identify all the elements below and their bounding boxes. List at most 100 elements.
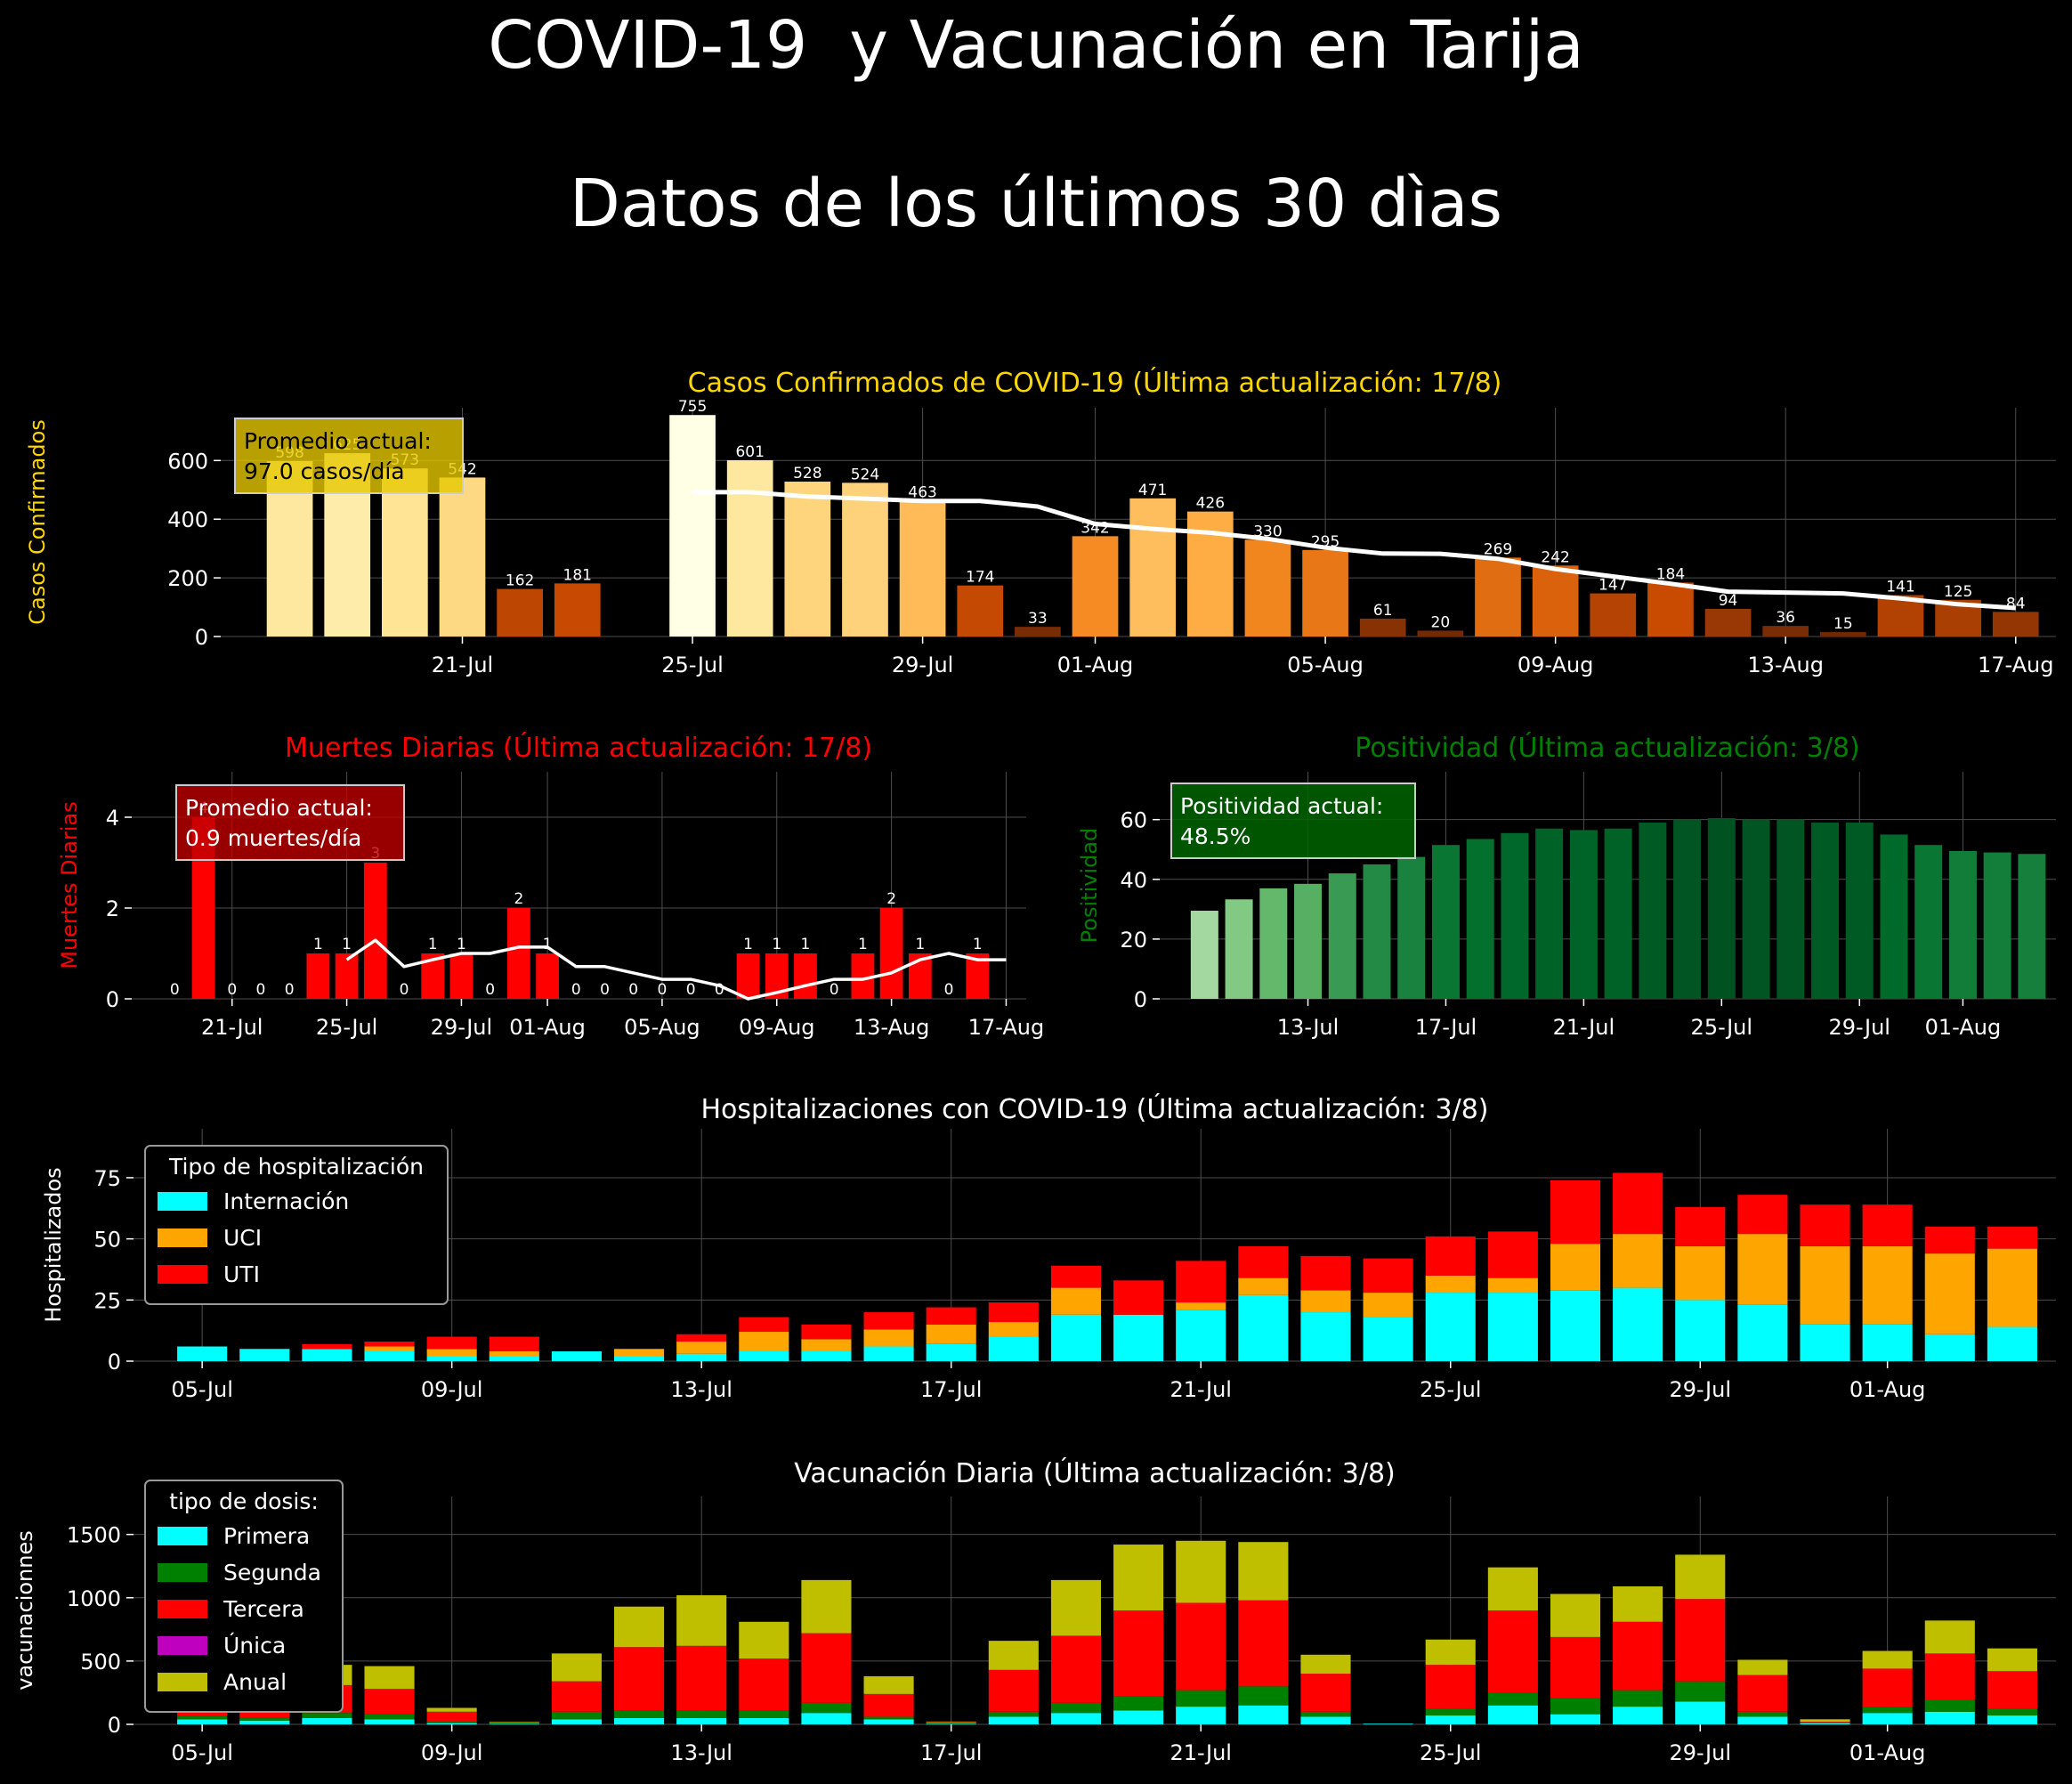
positivity-bar — [1294, 883, 1323, 999]
hospital-bar-segment — [1363, 1293, 1413, 1318]
hospital-bar-segment — [1987, 1326, 2037, 1361]
vaccination-bar-segment — [988, 1641, 1039, 1670]
vaccination-legend-swatch — [158, 1673, 207, 1691]
deaths-bar-label: 1 — [772, 936, 781, 953]
deaths-bar — [879, 908, 903, 999]
cases-bar — [439, 477, 486, 637]
deaths-bar-label: 0 — [571, 981, 581, 999]
hospital-bar-segment — [676, 1353, 727, 1361]
deaths-bar-label: 1 — [801, 936, 811, 953]
vaccination-bar-segment — [1050, 1713, 1102, 1724]
vaccination-bar-segment — [1176, 1707, 1226, 1724]
vaccination-xtick-label: 29-Jul — [1670, 1740, 1732, 1765]
hospital-bar-segment — [1613, 1234, 1663, 1288]
positivity-bar — [1639, 823, 1667, 999]
hospital-bar-segment — [1425, 1236, 1476, 1276]
positivity-bar — [1569, 830, 1598, 999]
hospital-bar-segment — [801, 1351, 852, 1361]
vaccination-bar-segment — [988, 1711, 1039, 1717]
vaccination-bar-segment — [614, 1647, 665, 1711]
cases-annotation-text: 97.0 casos/día — [244, 458, 405, 484]
vaccination-bar-segment — [1675, 1599, 1726, 1682]
vaccination-bar-segment — [1176, 1690, 1226, 1707]
vaccination-bar-segment — [614, 1717, 665, 1724]
cases-bar — [497, 588, 543, 637]
vaccination-bar-segment — [1987, 1715, 2037, 1724]
vaccination-bar-segment — [1800, 1723, 1850, 1724]
cases-bar-label: 141 — [1886, 579, 1914, 596]
cases-bar — [784, 482, 831, 637]
deaths-bar-label: 2 — [514, 890, 523, 908]
vaccination-bar-segment — [1737, 1716, 1788, 1724]
vaccination-bar-segment — [739, 1717, 789, 1724]
deaths-bar — [536, 953, 559, 999]
vaccination-bar-segment — [1613, 1707, 1663, 1724]
positivity-ytick-label: 20 — [1120, 928, 1147, 953]
cases-bar — [726, 459, 773, 637]
positivity-xtick-label: 29-Jul — [1828, 1015, 1890, 1040]
cases-bar — [1532, 565, 1579, 637]
deaths-bar-label: 0 — [600, 981, 610, 999]
vaccination-bar-segment — [1924, 1699, 1975, 1712]
hospital-bar-segment — [302, 1343, 352, 1350]
vaccination-legend-label: Anual — [223, 1669, 287, 1695]
hospital-bar-segment — [1737, 1195, 1788, 1235]
hospital-legend-label: UTI — [223, 1261, 260, 1287]
deaths-bar — [335, 953, 359, 999]
deaths-bar-label: 0 — [485, 981, 495, 999]
hospital-bar-segment — [1550, 1290, 1601, 1361]
cases-bar-label: 84 — [2006, 595, 2026, 612]
deaths-bar — [736, 953, 760, 999]
vaccination-ytick-label: 500 — [80, 1650, 121, 1675]
vaccination-bar-segment — [1238, 1542, 1289, 1601]
cases-bar — [1244, 539, 1291, 637]
vaccination-bar-segment — [1425, 1715, 1476, 1724]
hospital-bar-segment — [1487, 1293, 1538, 1361]
vaccination-bar-segment — [1987, 1671, 2037, 1709]
hospital-bar-segment — [739, 1332, 789, 1352]
vaccination-bar-segment — [1613, 1585, 1663, 1622]
vaccination-bar-segment — [614, 1606, 665, 1648]
deaths-bar — [449, 953, 473, 999]
deaths-ytick-label: 4 — [106, 806, 119, 831]
cases-bar-label: 33 — [1028, 610, 1048, 628]
vaccination-bar-segment — [1300, 1674, 1351, 1712]
positivity-xtick-label: 01-Aug — [1925, 1015, 2002, 1040]
deaths-bar-label: 0 — [944, 981, 954, 999]
positivity-bar — [1707, 818, 1736, 999]
vaccination-bar-segment — [1613, 1690, 1663, 1707]
hospital-ylabel: Hospitalizados — [41, 1167, 66, 1322]
deaths-bar-label: 1 — [457, 936, 466, 953]
hospital-bar-segment — [1987, 1248, 2037, 1327]
cases-bar-label: 242 — [1541, 548, 1569, 566]
cases-bar — [1129, 498, 1177, 637]
vaccination-bar-segment — [489, 1723, 539, 1724]
deaths-xtick-label: 25-Jul — [316, 1015, 378, 1040]
deaths-bar-label: 1 — [543, 936, 553, 953]
vaccination-bar-segment — [364, 1714, 415, 1720]
cases-bar — [1359, 618, 1406, 637]
positivity-bar — [1397, 856, 1426, 999]
vaccination-bar-segment — [489, 1722, 539, 1723]
vaccination-legend-label: Única — [223, 1632, 286, 1658]
cases-ytick-label: 0 — [195, 625, 208, 650]
figure-subtitle: Datos de los últimos 30 dìas — [569, 166, 1503, 242]
vaccination-bar-segment — [1550, 1636, 1601, 1699]
positivity-xtick-label: 25-Jul — [1691, 1015, 1753, 1040]
hospital-bar-segment — [551, 1351, 602, 1361]
cases-xtick-label: 29-Jul — [892, 653, 954, 677]
hospital-bar-segment — [364, 1342, 415, 1347]
vaccination-bar-segment — [1363, 1723, 1413, 1724]
deaths-average-line — [345, 938, 1007, 1001]
cases-bar — [1762, 626, 1809, 637]
vaccination-bar-segment — [239, 1720, 290, 1724]
hospital-bar-segment — [1924, 1334, 1975, 1361]
hospital-bar-segment — [489, 1336, 539, 1352]
deaths-bar-label: 1 — [973, 936, 983, 953]
positivity-bar — [1535, 828, 1564, 999]
vaccination-chart: Vacunación Diaria (Última actualización:… — [12, 1456, 2056, 1765]
vaccination-xtick-label: 17-Jul — [920, 1740, 983, 1765]
vaccination-xtick-label: 05-Jul — [171, 1740, 233, 1765]
vaccination-bar-segment — [863, 1693, 914, 1717]
